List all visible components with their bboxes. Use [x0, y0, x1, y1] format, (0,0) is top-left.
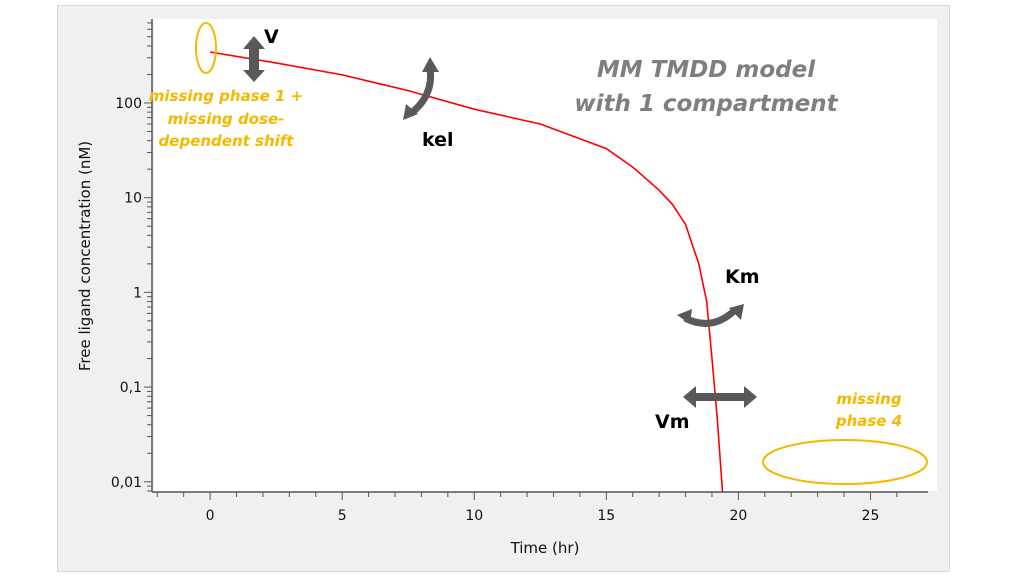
y-tick-label: 100	[115, 96, 142, 112]
param-kel-label: kel	[422, 129, 454, 151]
y-tick-label: 0,01	[111, 475, 142, 491]
x-axis-label: Time (hr)	[510, 539, 580, 557]
x-tick-label: 25	[862, 508, 880, 524]
y-axis-label: Free ligand concentration (nM)	[76, 141, 94, 371]
phase1-note-line-1: missing phase 1 +	[149, 87, 304, 105]
x-tick-label: 10	[465, 508, 483, 524]
phase4-note-line-2: phase 4	[835, 412, 902, 430]
phase4-ellipse	[762, 439, 928, 485]
param-v-label: V	[264, 26, 279, 48]
y-tick-label: 10	[124, 191, 142, 207]
kel-arrow-icon	[403, 57, 439, 120]
plot-area	[154, 19, 937, 491]
param-km-label: Km	[725, 266, 760, 288]
x-tick-label: 15	[597, 508, 615, 524]
x-tick-label: 5	[338, 508, 347, 524]
y-tick-label: 1	[133, 285, 142, 301]
phase1-note-line-2: missing dose-	[168, 110, 285, 128]
x-tick-label: 20	[729, 508, 747, 524]
km-arrow-icon	[677, 304, 744, 327]
param-vm-label: Vm	[655, 411, 690, 433]
chart-title-line-2: with 1 compartment	[574, 91, 838, 117]
vm-arrow-icon	[683, 386, 757, 408]
series-line	[209, 51, 724, 493]
phase1-ellipse	[195, 22, 217, 74]
phase4-note-line-1: missing	[836, 390, 901, 408]
phase1-note-line-3: dependent shift	[159, 132, 295, 150]
x-tick-label: 0	[206, 508, 215, 524]
y-tick-label: 0,1	[120, 380, 142, 396]
chart-title-line-1: MM TMDD model	[597, 57, 816, 83]
v-arrow-icon	[243, 36, 265, 82]
